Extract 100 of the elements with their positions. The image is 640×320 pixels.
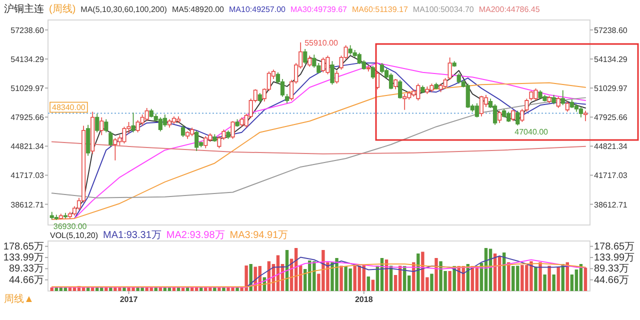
y2-tick-label: 44.66万	[594, 274, 630, 286]
candlestick	[284, 94, 290, 104]
bar	[249, 264, 252, 291]
text: MA30:49739.67	[290, 5, 348, 14]
y2-tick-label: 133.99万	[594, 252, 635, 264]
bar	[434, 258, 438, 291]
y-tick-label: 133.99万	[3, 252, 44, 264]
candlestick	[235, 118, 240, 128]
y-tick-label: 47925.66	[10, 113, 45, 122]
y2-tick-label: 54134.29	[594, 54, 628, 64]
candlestick	[100, 116, 104, 136]
candlestick	[474, 102, 479, 118]
bar	[548, 266, 551, 291]
candlestick	[434, 82, 438, 90]
candlestick	[398, 79, 402, 100]
y-tick-label: 41717.03	[10, 171, 45, 180]
bar	[534, 266, 538, 291]
bar	[512, 266, 515, 291]
x-tick-label: 2017	[120, 295, 138, 304]
candlestick	[330, 60, 334, 86]
candlestick	[194, 130, 199, 152]
y2-tick-label: 47925.66	[594, 113, 628, 122]
candlestick	[380, 62, 384, 74]
candlestick	[502, 108, 506, 118]
candlestick	[131, 112, 136, 133]
ref-line-label: 48340.00	[52, 103, 86, 112]
text: MA5:48920.00	[172, 5, 225, 14]
candlestick	[104, 118, 108, 133]
text: MA2:93.98万	[166, 230, 225, 241]
candlestick	[176, 116, 181, 124]
candlestick	[366, 65, 370, 72]
legend-title: MA(5,10,30,60,100,200)	[80, 5, 168, 14]
candlestick	[524, 98, 529, 112]
chart-title: VOL(5,10,20)	[50, 231, 98, 240]
y-tick-label: 57238.60	[10, 26, 45, 35]
candlestick	[86, 124, 90, 156]
y-tick-label: 38612.71	[10, 200, 45, 210]
y2-tick-label: 41717.03	[594, 171, 628, 180]
text: 周线▲	[4, 293, 34, 305]
candlestick	[560, 90, 565, 106]
y2-tick-label: 51029.97	[594, 84, 628, 94]
candlestick	[162, 114, 167, 128]
candlestick	[479, 95, 484, 117]
candlestick	[565, 100, 570, 112]
candlestick	[230, 120, 235, 140]
text: MA60:51139.17	[352, 5, 408, 14]
y-tick-label: 178.65万	[3, 241, 44, 252]
text: MA100:50034.70	[412, 5, 474, 14]
candlestick	[90, 111, 95, 154]
candlestick	[63, 212, 68, 219]
y2-tick-label: 89.33万	[594, 264, 630, 275]
candlestick	[172, 116, 176, 124]
candlestick	[226, 130, 230, 140]
bar	[448, 271, 452, 291]
annotation: 36930.00	[53, 222, 88, 232]
candlestick	[370, 65, 375, 80]
candlestick	[556, 96, 560, 108]
y2-tick-label: 44821.34	[594, 142, 628, 152]
bar	[416, 254, 420, 291]
candlestick	[583, 110, 588, 122]
bar	[371, 280, 375, 291]
candlestick	[547, 95, 552, 104]
x-tick-label: 2018	[355, 295, 374, 304]
candlestick	[212, 134, 217, 142]
text: MA1:93.31万	[103, 230, 162, 241]
candlestick	[552, 94, 556, 105]
text: MA3:94.91万	[230, 230, 288, 241]
text: MA10:49257.00	[229, 5, 286, 14]
bar	[366, 276, 370, 291]
candlestick	[334, 70, 339, 84]
candlestick	[258, 92, 262, 103]
chart-title: 沪铜主连	[4, 3, 44, 15]
bar	[556, 266, 560, 291]
bar	[552, 274, 556, 291]
line-series	[51, 97, 586, 198]
y-tick-label: 44821.34	[10, 142, 45, 152]
y-tick-label: 54134.29	[10, 54, 45, 64]
candlestick	[308, 55, 312, 68]
bar	[543, 274, 546, 291]
candlestick	[388, 72, 394, 90]
candlestick	[204, 136, 208, 149]
annotation: 55910.00	[304, 38, 339, 48]
line-series	[51, 263, 586, 288]
bar	[430, 274, 434, 291]
candlestick	[520, 108, 524, 122]
line-series	[51, 259, 586, 288]
candlestick	[95, 113, 100, 133]
bar	[340, 266, 343, 291]
candlestick	[108, 130, 113, 147]
candlestick	[420, 85, 425, 94]
candlestick	[54, 214, 58, 220]
candlestick	[185, 130, 190, 140]
y2-tick-label: 38612.71	[594, 200, 628, 210]
candlestick	[180, 124, 186, 138]
candlestick	[303, 48, 308, 64]
chart-subtitle: (周线)	[49, 3, 76, 15]
candlestick	[578, 106, 584, 118]
bar	[538, 262, 542, 291]
candlestick	[452, 60, 456, 68]
line-series	[51, 141, 586, 154]
